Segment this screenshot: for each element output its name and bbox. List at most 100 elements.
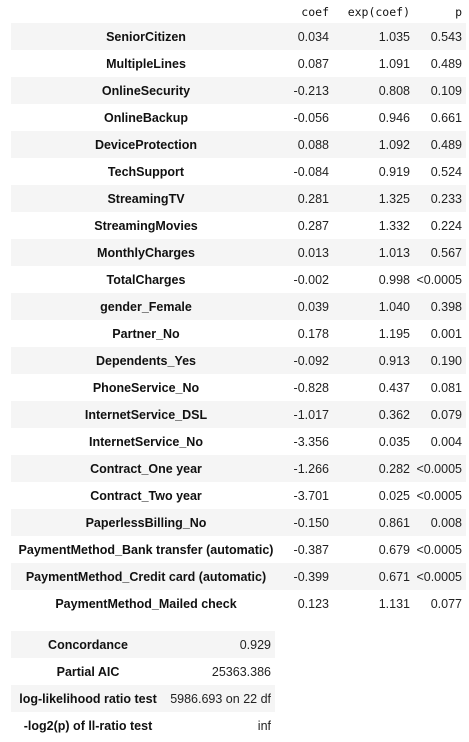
exp-coef-value: 1.332 [378,218,410,233]
p-value: 0.190 [430,353,462,368]
covariate-name: gender_Female [100,299,192,314]
covariate-name: StreamingMovies [94,218,198,233]
p-value: <0.0005 [416,488,462,503]
coef-value: -0.387 [293,542,329,557]
summary-metric-value: 0.929 [239,637,271,652]
coef-value: 0.088 [297,137,329,152]
model-summary-table: Concordance 0.929 Partial AIC 25363.386 log-… [11,631,275,739]
covariate-name: PaymentMethod_Mailed check [55,596,237,611]
table-row: PhoneService_No -0.828 0.437 0.081 [11,374,466,401]
covariate-name: PaperlessBilling_No [85,515,207,530]
coef-value: 0.034 [297,29,329,44]
table-row: InternetService_No -3.356 0.035 0.004 [11,428,466,455]
covariate-name: Partner_No [112,326,180,341]
table-row: InternetService_DSL -1.017 0.362 0.079 [11,401,466,428]
table-row: PaymentMethod_Credit card (automatic) -0.… [11,563,466,590]
coef-value: -1.017 [293,407,329,422]
covariate-column-header [11,0,281,23]
table-row: Partner_No 0.178 1.195 0.001 [11,320,466,347]
p-value: 0.004 [430,434,462,449]
p-value: <0.0005 [416,569,462,584]
p-value: <0.0005 [416,542,462,557]
coef-value: -0.056 [293,110,329,125]
covariate-name: PaymentMethod_Bank transfer (automatic) [18,542,274,557]
exp-coef-value: 0.362 [378,407,410,422]
p-value: 0.077 [430,596,462,611]
coef-value: -0.828 [293,380,329,395]
p-value: 0.489 [430,56,462,71]
coefficients-table: coef exp(coef) p SeniorCitizen 0.034 1.035… [11,0,466,617]
exp-coef-value: 0.437 [378,380,410,395]
p-value: <0.0005 [416,272,462,287]
table-row: TotalCharges -0.002 0.998 <0.0005 [11,266,466,293]
table-row: PaymentMethod_Bank transfer (automatic) -… [11,536,466,563]
p-value: 0.001 [430,326,462,341]
exp-coef-value: 0.946 [378,110,410,125]
exp-coef-value: 0.671 [378,569,410,584]
coef-value: 0.281 [297,191,329,206]
covariate-name: StreamingTV [107,191,185,206]
p-value: 0.661 [430,110,462,125]
summary-row: Partial AIC 25363.386 [11,658,275,685]
exp-coef-value: 1.131 [378,596,410,611]
exp-coef-value: 0.679 [378,542,410,557]
covariate-name: DeviceProtection [94,137,198,152]
summary-metric-label: -log2(p) of ll-ratio test [23,718,153,733]
model-summary-body: Concordance 0.929 Partial AIC 25363.386 log-… [11,631,275,739]
exp-coef-value: 1.325 [378,191,410,206]
coef-value: 0.039 [297,299,329,314]
exp-coef-value: 0.025 [378,488,410,503]
covariate-name: OnlineBackup [103,110,189,125]
covariate-name: MultipleLines [106,56,186,71]
coef-value: -0.084 [293,164,329,179]
summary-metric-label: Partial AIC [56,664,120,679]
p-value-column-header: p [455,4,462,19]
p-value: 0.489 [430,137,462,152]
p-value: 0.224 [430,218,462,233]
coef-value: -0.150 [293,515,329,530]
exp-coef-value: 0.282 [378,461,410,476]
coef-value: -0.092 [293,353,329,368]
p-value: 0.081 [430,380,462,395]
summary-metric-value: 25363.386 [211,664,271,679]
table-row: DeviceProtection 0.088 1.092 0.489 [11,131,466,158]
covariate-name: OnlineSecurity [101,83,191,98]
exp-coef-value: 0.035 [378,434,410,449]
table-row: Contract_Two year -3.701 0.025 <0.0005 [11,482,466,509]
p-value: <0.0005 [416,461,462,476]
coef-value: -0.399 [293,569,329,584]
covariate-name: Contract_Two year [90,488,202,503]
table-row: SeniorCitizen 0.034 1.035 0.543 [11,23,466,50]
exp-coef-value: 1.013 [378,245,410,260]
p-value: 0.543 [430,29,462,44]
covariate-name: PaymentMethod_Credit card (automatic) [25,569,267,584]
exp-coef-value: 0.861 [378,515,410,530]
table-row: OnlineBackup -0.056 0.946 0.661 [11,104,466,131]
summary-row: -log2(p) of ll-ratio test inf [11,712,275,739]
exp-coef-value: 0.913 [378,353,410,368]
covariate-name: InternetService_No [89,434,203,449]
exp-coef-value: 0.808 [378,83,410,98]
coef-value: 0.013 [297,245,329,260]
coef-value: 0.123 [297,596,329,611]
coef-value: 0.087 [297,56,329,71]
table-row: StreamingTV 0.281 1.325 0.233 [11,185,466,212]
p-value: 0.079 [430,407,462,422]
table-row: PaymentMethod_Mailed check 0.123 1.131 0.07… [11,590,466,617]
table-row: MonthlyCharges 0.013 1.013 0.567 [11,239,466,266]
exp-coef-value: 1.195 [378,326,410,341]
covariate-name: TechSupport [107,164,185,179]
covariate-name: InternetService_DSL [84,407,208,422]
p-value: 0.109 [430,83,462,98]
summary-row: log-likelihood ratio test 5986.693 on 22 … [11,685,275,712]
table-row: gender_Female 0.039 1.040 0.398 [11,293,466,320]
exp-coef-value: 0.919 [378,164,410,179]
coef-value: -0.213 [293,83,329,98]
coef-value: -3.701 [293,488,329,503]
exp-coef-value: 1.035 [378,29,410,44]
exp-coef-value: 1.040 [378,299,410,314]
exp-coef-column-header: exp(coef) [347,4,410,19]
coef-value: 0.287 [297,218,329,233]
p-value: 0.567 [430,245,462,260]
table-row: Contract_One year -1.266 0.282 <0.0005 [11,455,466,482]
